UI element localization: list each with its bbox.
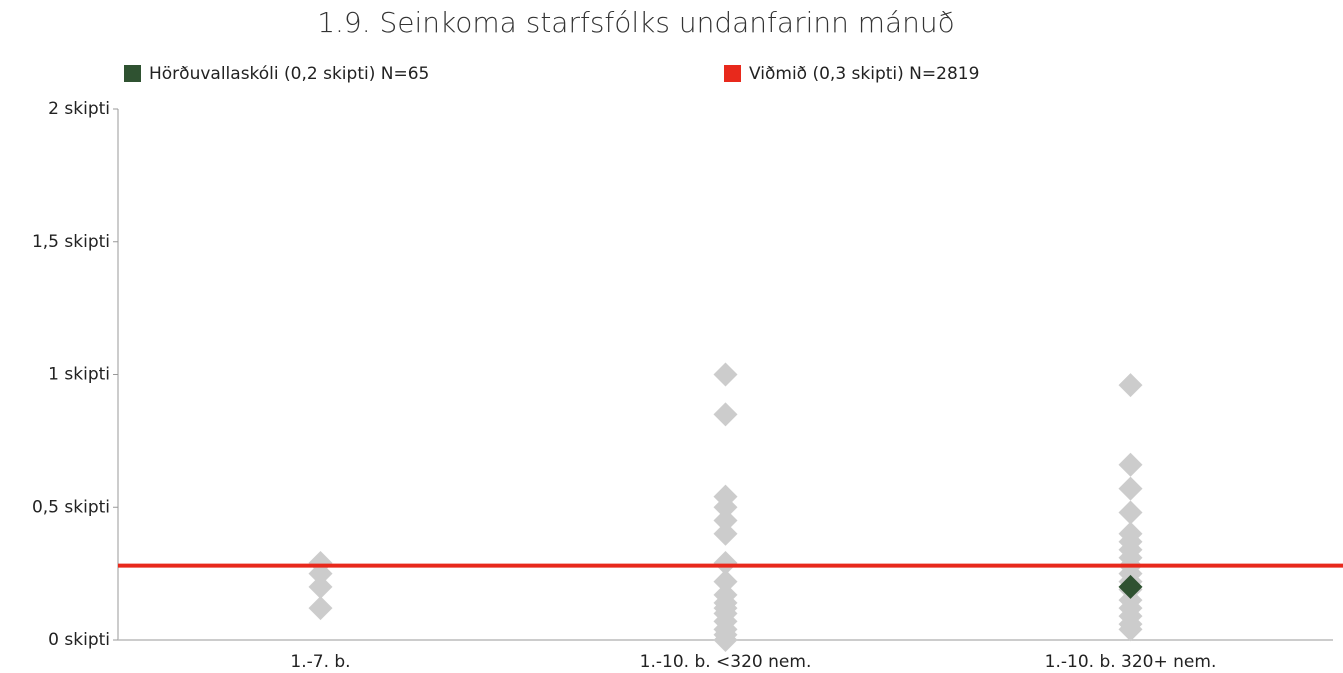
point [713,362,738,387]
chart-title: 1.9. Seinkoma starfsfólks undanfarinn má… [317,6,955,39]
legend-swatch [124,65,141,82]
point [1118,452,1143,477]
x-tick-label: 1.-10. b. <320 nem. [640,652,812,672]
point [1118,617,1143,642]
legend-label: Hörðuvallaskóli (0,2 skipti) N=65 [149,64,429,84]
y-tick-label: 0,5 skipti [32,497,110,517]
point [713,551,738,576]
y-tick-label: 0 skipti [48,630,110,650]
legend-label: Viðmið (0,3 skipti) N=2819 [749,64,979,84]
point [308,574,333,599]
point [713,508,738,533]
point [713,628,738,652]
x-tick-label: 1.-10. b. 320+ nem. [1045,652,1217,672]
highlight-point [1118,574,1143,599]
y-tick-label: 1 skipti [48,365,110,385]
y-tick-label: 1,5 skipti [32,232,110,252]
point [1118,476,1143,501]
point [1118,500,1143,525]
point [713,495,738,520]
point [1118,373,1143,398]
y-tick-label: 2 skipti [48,99,110,119]
point [713,521,738,546]
point [713,569,738,594]
legend-swatch [724,65,741,82]
x-tick-label: 1.-7. b. [290,652,350,672]
point [308,596,333,621]
point [713,402,738,427]
